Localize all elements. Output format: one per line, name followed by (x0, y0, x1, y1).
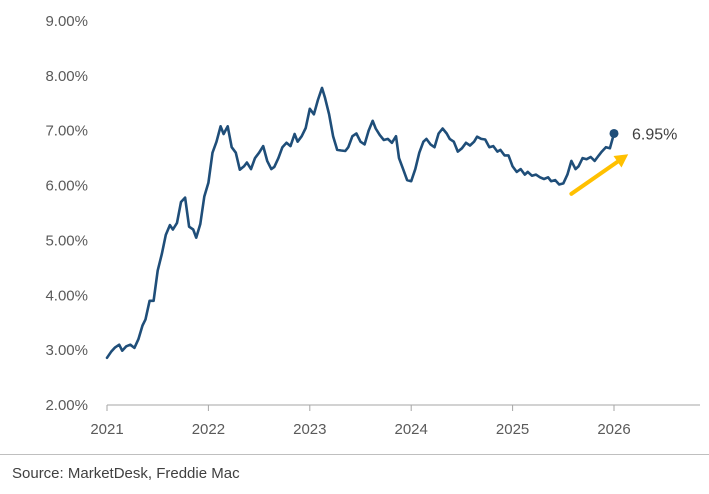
y-tick-label: 6.00% (45, 178, 88, 195)
y-axis: 2.00% 3.00% 4.00% 5.00% 6.00% 7.00% 8.00% 9.00% (45, 13, 88, 414)
y-tick-label: 9.00% (45, 13, 88, 30)
x-tick-label: 2026 (597, 421, 630, 438)
y-tick-label: 2.00% (45, 397, 88, 414)
x-tick-label: 2021 (90, 421, 123, 438)
rate-series-line (105, 86, 616, 360)
footer-divider (0, 454, 709, 455)
x-tick-label: 2024 (395, 421, 428, 438)
source-note: Source: MarketDesk, Freddie Mac (12, 465, 240, 482)
y-tick-label: 8.00% (45, 68, 88, 85)
series-layer (105, 86, 616, 360)
x-tick-label: 2023 (293, 421, 326, 438)
y-tick-label: 4.00% (45, 287, 88, 304)
trend-arrow-shaft (569, 159, 620, 196)
trend-arrow-head (613, 154, 629, 168)
y-tick-label: 7.00% (45, 123, 88, 140)
x-tick-label: 2025 (496, 421, 529, 438)
y-tick-label: 3.00% (45, 342, 88, 359)
y-tick-label: 5.00% (45, 232, 88, 249)
x-tick-label: 2022 (192, 421, 225, 438)
x-axis: 2021 2022 2023 2024 2025 2026 (90, 404, 700, 438)
endpoint-marker (609, 128, 619, 138)
annotation-layer: 6.95% (569, 126, 677, 196)
endpoint-value-label: 6.95% (632, 126, 677, 143)
